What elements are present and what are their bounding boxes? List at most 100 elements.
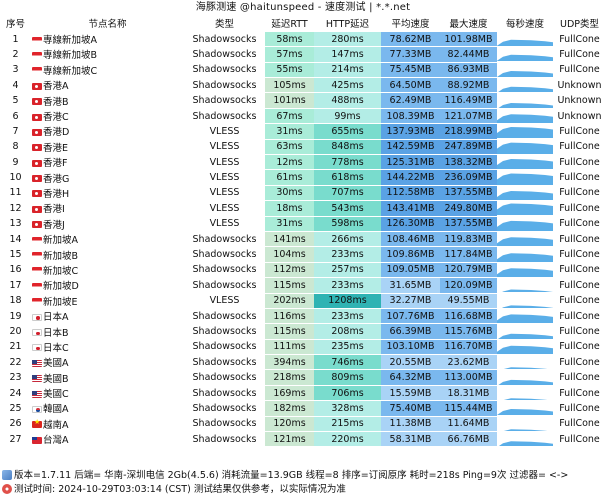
udp-type-value: FullCone <box>553 400 606 417</box>
per-second-speed <box>497 323 553 340</box>
node-name: 香港A <box>31 77 184 94</box>
avg-speed-value: 64.50MB <box>381 77 440 94</box>
node-type: Shadowsocks <box>184 416 265 433</box>
max-speed-value: 218.99MB <box>440 123 497 140</box>
rtt-value: 141ms <box>265 231 314 248</box>
node-type: Shadowsocks <box>184 77 265 94</box>
per-second-speed <box>497 185 553 202</box>
row-index: 10 <box>0 169 31 186</box>
max-speed-value: 138.32MB <box>440 154 497 171</box>
row-index: 12 <box>0 200 31 217</box>
speed-sparkline-area <box>497 114 553 123</box>
speed-sparkline-area <box>499 441 553 446</box>
version-icon <box>2 469 12 480</box>
node-name: 新加坡E <box>31 293 184 309</box>
speed-sparkline <box>497 127 553 139</box>
speed-sparkline-area <box>498 333 553 339</box>
node-name: 台灣A <box>31 431 184 448</box>
avg-speed-value: 109.05MB <box>381 262 440 279</box>
node-name-text: 日本C <box>43 342 69 354</box>
flag-us-icon <box>32 390 42 398</box>
node-name-text: 越南A <box>43 419 69 431</box>
footer-summary-text: 版本=1.7.11 后端= 华南-深圳电信 2Gb(4.5.6) 消耗流量=13… <box>14 470 569 481</box>
http-delay-value: 266ms <box>314 231 381 248</box>
udp-type-value: FullCone <box>553 369 606 386</box>
avg-speed-value: 108.39MB <box>381 108 440 125</box>
max-speed-value: 11.64MB <box>440 416 497 433</box>
udp-type-value: FullCone <box>553 246 606 263</box>
avg-speed-value: 66.39MB <box>381 323 440 340</box>
node-name: 日本A <box>31 308 184 325</box>
max-speed-value: 120.79MB <box>440 262 497 279</box>
node-name-text: 日本A <box>43 312 69 324</box>
avg-speed-value: 137.93MB <box>381 123 440 140</box>
row-index: 4 <box>0 77 31 94</box>
udp-type-value: FullCone <box>553 62 606 79</box>
row-index: 14 <box>0 231 31 248</box>
http-delay-value: 147ms <box>314 46 381 63</box>
node-type: Shadowsocks <box>184 92 265 109</box>
node-type: Shadowsocks <box>184 323 265 340</box>
flag-hk-icon <box>32 128 42 136</box>
clock-icon <box>2 483 12 494</box>
node-name-text: 専線新加坡B <box>43 50 98 62</box>
table-row: 23 美國B Shadowsocks 218ms 809ms 64.32MB 113.00M… <box>0 369 606 386</box>
row-index: 11 <box>0 185 31 202</box>
speed-sparkline <box>497 237 553 246</box>
avg-speed-value: 15.59MB <box>381 385 440 402</box>
node-name: 美國A <box>31 354 184 371</box>
node-type: Shadowsocks <box>184 62 265 79</box>
node-name: 香港B <box>31 92 184 109</box>
udp-type-value: FullCone <box>553 416 606 433</box>
speed-sparkline-area <box>498 87 553 92</box>
table-row: 6 香港C Shadowsocks 67ms 99ms 108.39MB 121.07MB U… <box>0 108 606 125</box>
flag-sg-icon <box>32 36 42 44</box>
udp-type-value: FullCone <box>553 123 606 140</box>
col-header-http-delay: HTTP延迟 <box>314 16 381 32</box>
rtt-value: 120ms <box>265 416 314 433</box>
speed-sparkline <box>505 429 545 431</box>
table-row: 2 専線新加坡B Shadowsocks 57ms 147ms 77.33MB 82.44M… <box>0 46 606 63</box>
rtt-value: 63ms <box>265 139 314 156</box>
node-name: 美國B <box>31 369 184 386</box>
node-name-text: 香港C <box>43 112 69 124</box>
flag-hk-icon <box>32 159 42 167</box>
avg-speed-value: 78.62MB <box>381 31 440 48</box>
rtt-value: 57ms <box>265 46 314 63</box>
window-title: 海豚测速 @haitunspeed - 速度测试 | *.*.net <box>195 2 411 13</box>
speed-sparkline <box>497 252 553 262</box>
max-speed-value: 115.76MB <box>440 323 497 340</box>
flag-sg-icon <box>32 282 42 290</box>
per-second-speed <box>497 216 553 232</box>
http-delay-value: 707ms <box>314 185 381 202</box>
node-name: 香港D <box>31 123 184 140</box>
per-second-speed <box>497 77 553 94</box>
node-type: Shadowsocks <box>184 46 265 63</box>
max-speed-value: 116.68MB <box>440 308 497 325</box>
node-type: Shadowsocks <box>184 308 265 325</box>
avg-speed-value: 11.38MB <box>381 416 440 433</box>
node-name: 香港H <box>31 185 184 202</box>
node-name-text: 香港A <box>43 81 69 93</box>
node-name-text: 専線新加坡A <box>43 35 97 47</box>
table-row: 14 新加坡A Shadowsocks 141ms 266ms 108.46MB 119.8… <box>0 231 606 248</box>
udp-type-value: FullCone <box>553 185 606 202</box>
flag-us-icon <box>32 375 42 383</box>
avg-speed-value: 107.76MB <box>381 308 440 325</box>
udp-type-value: FullCone <box>553 308 606 325</box>
flag-jp-icon <box>32 344 42 352</box>
udp-type-value: FullCone <box>553 323 606 340</box>
avg-speed-value: 142.59MB <box>381 139 440 156</box>
node-name-text: 香港E <box>43 142 69 154</box>
speed-sparkline <box>497 190 553 200</box>
per-second-speed <box>497 139 553 156</box>
flag-hk-icon <box>32 98 42 106</box>
max-speed-value: 137.55MB <box>440 185 497 202</box>
rtt-value: 61ms <box>265 169 314 186</box>
table-row: 21 日本C Shadowsocks 111ms 235ms 103.10MB 116.70… <box>0 339 606 356</box>
speed-sparkline <box>497 409 553 416</box>
row-index: 2 <box>0 46 31 63</box>
speed-sparkline <box>497 203 553 216</box>
row-index: 22 <box>0 354 31 371</box>
row-index: 5 <box>0 92 31 109</box>
